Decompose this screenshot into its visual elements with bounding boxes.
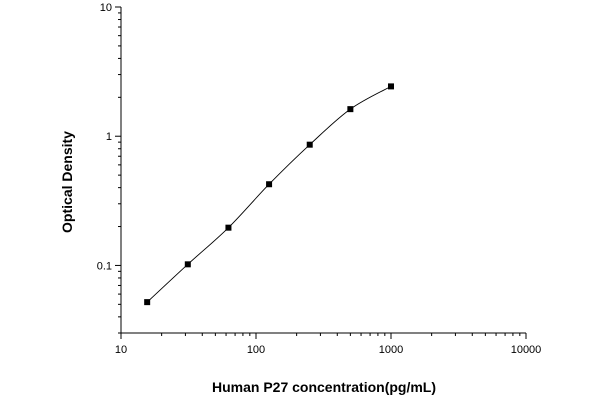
data-point bbox=[184, 261, 191, 268]
x-tick-label: 1000 bbox=[379, 344, 403, 356]
data-point bbox=[306, 141, 313, 148]
ticks: 0.1 1 10 10 100 1000 10000 bbox=[97, 2, 542, 356]
x-axis-title: Human P27 concentration(pg/mL) bbox=[212, 379, 436, 395]
x-tick-label: 100 bbox=[247, 344, 265, 356]
data-point bbox=[225, 224, 232, 231]
fitted-curve-layer bbox=[146, 85, 392, 303]
axes bbox=[120, 7, 526, 334]
x-tick-label: 10000 bbox=[511, 344, 542, 356]
data-point bbox=[144, 299, 151, 306]
y-axis-title: Optical Density bbox=[59, 131, 75, 233]
y-tick-label: 10 bbox=[100, 2, 112, 14]
data-points-layer bbox=[144, 83, 394, 306]
fitted-curve bbox=[146, 85, 392, 303]
data-point bbox=[347, 106, 354, 113]
y-tick-label: 0.1 bbox=[97, 260, 112, 272]
data-point bbox=[266, 181, 273, 188]
data-point bbox=[388, 83, 394, 90]
x-tick-label: 10 bbox=[115, 344, 127, 356]
y-tick-label: 1 bbox=[106, 131, 112, 143]
